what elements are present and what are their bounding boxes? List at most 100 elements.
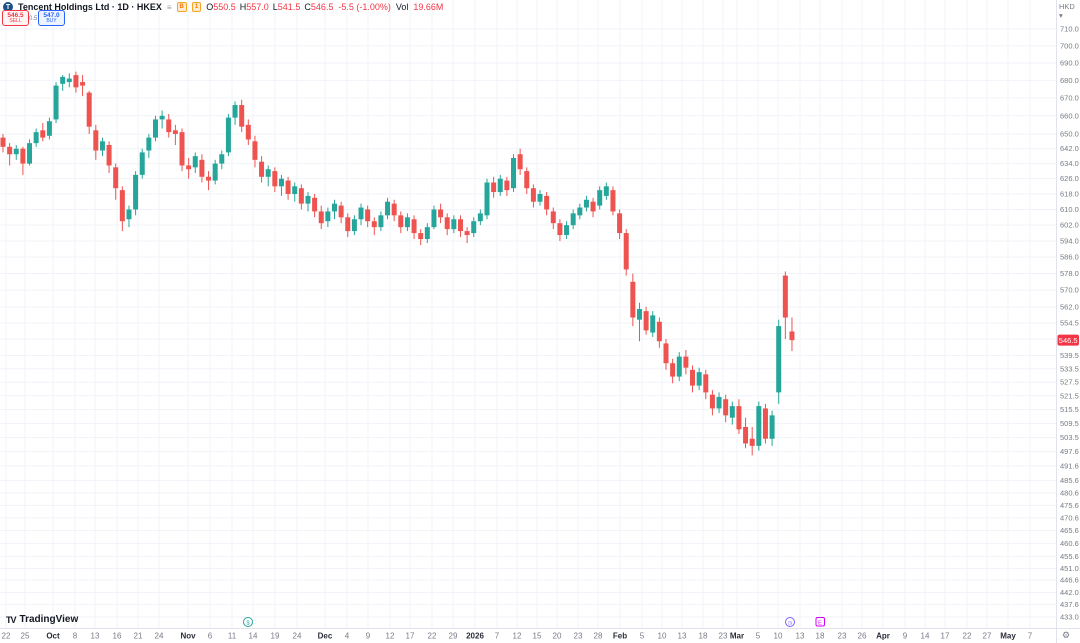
status-badge[interactable]: B [176,2,187,12]
dividend-forecast-marker-icon: E [818,621,822,627]
time-axis-label: 23 [838,632,847,641]
sell-button[interactable]: 546.5 SELL [2,10,29,26]
time-axis-label: 16 [113,632,122,641]
time-axis-label: Feb [613,632,627,641]
time-axis-label: Dec [318,632,333,641]
candle [126,209,132,220]
candle [166,119,172,133]
candle [60,76,66,84]
candle [564,225,570,236]
candle [411,219,417,234]
price-axis-label: 475.6 [1060,501,1079,510]
candle [789,331,795,341]
settings-gear-icon[interactable]: ⚙ [1062,630,1071,640]
status-badge[interactable]: 1 [191,2,202,12]
time-axis-label: 10 [774,632,783,641]
time-axis-label: 27 [983,632,992,641]
currency-selector[interactable]: HKD ▾ [1059,2,1080,20]
price-axis-label: 509.5 [1060,419,1079,428]
candle [438,209,444,218]
ohlc-readout: O550.5 H557.0 L541.5 C546.5 [206,2,333,12]
candle [7,146,13,155]
candle [305,195,311,204]
price-axis-label: 660.0 [1060,111,1079,120]
earnings-marker-icon[interactable] [785,617,795,627]
price-axis-label: 650.0 [1060,129,1079,138]
buy-label: BUY [46,18,57,25]
candle [583,199,589,208]
candle [670,363,676,377]
time-axis-label: 20 [553,632,562,641]
candle [431,209,437,228]
candle [424,227,430,240]
candle [504,180,510,191]
time-axis-label: 14 [921,632,930,641]
time-axis-label: May [1000,632,1016,641]
price-axis-label: 594.0 [1060,237,1079,246]
candle [325,211,331,222]
price-axis-label: 626.0 [1060,174,1079,183]
candle [351,219,357,232]
candle [332,203,337,212]
close-value: 546.5 [310,2,334,12]
candle [743,426,749,444]
buy-button[interactable]: 547.0 BUY [38,10,65,26]
price-axis-label: 634.0 [1060,159,1079,168]
dividend-forecast-marker-icon[interactable] [815,617,825,627]
time-axis-label: 22 [963,632,972,641]
sell-label: SELL [9,18,22,25]
symbol-logo-icon[interactable]: T [3,2,13,12]
candle [119,190,125,222]
price-axis-label: 578.0 [1060,269,1079,278]
candle [292,186,298,194]
tradingview-logo[interactable]: TV TradingView [6,614,78,625]
candle [782,275,788,318]
dividend-marker-icon[interactable] [243,617,253,627]
list-icon: ≡ [166,2,172,12]
time-axis-label: 6 [208,632,213,641]
time-axis-label: 4 [345,632,350,641]
time-axis-label: 14 [249,632,258,641]
candle [749,438,755,446]
time-axis-label: Mar [730,632,744,641]
candle [557,223,563,236]
time-axis-label: 28 [594,632,603,641]
open-label: O [206,2,214,12]
price-axis-label: 455.6 [1060,552,1079,561]
price-axis-label: 460.6 [1060,539,1079,548]
candle [285,180,291,194]
candle [511,157,517,189]
price-axis-label: 670.0 [1060,93,1079,102]
candle [0,137,6,147]
candle [159,115,165,120]
candle [86,92,92,127]
candle [265,169,271,177]
open-value: 550.5 [213,2,236,12]
time-axis-label: 24 [155,632,164,641]
time-axis-label: 15 [533,632,542,641]
time-axis-label: 12 [386,632,395,641]
candle [206,176,212,181]
candle [312,197,318,212]
candle [278,178,284,187]
candle [610,190,616,212]
candle [106,144,112,166]
candle [577,207,583,216]
symbol-title[interactable]: Tencent Holdings Ltd · 1D · HKEX [18,2,162,12]
time-axis-label: 19 [271,632,280,641]
low-label: L [272,2,278,12]
time-axis-label: 23 [574,632,583,641]
candle [152,119,158,138]
candle [13,148,19,155]
price-axis-label: 642.0 [1060,144,1079,153]
current-price-tag-value: 546.5 [1059,336,1078,345]
price-axis-label: 539.5 [1060,351,1079,360]
candle [179,132,185,166]
candle [762,408,768,439]
candle [371,221,377,228]
time-axis-label: 26 [858,632,867,641]
candle [172,130,178,134]
buy-price: 547.0 [43,12,60,19]
